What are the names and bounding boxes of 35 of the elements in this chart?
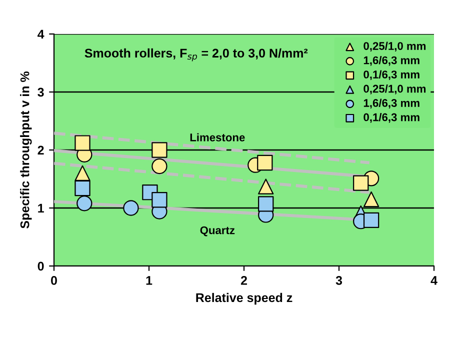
x-tick-label: 2 — [240, 276, 247, 285]
point — [74, 180, 90, 196]
point — [152, 142, 168, 158]
point — [152, 158, 168, 174]
point — [74, 135, 90, 151]
legend-label: 0,1/6,3 mm — [364, 113, 420, 123]
point — [123, 200, 139, 216]
y-tick-label: 1 — [38, 204, 44, 213]
x-tick-label: 4 — [430, 276, 438, 285]
point — [258, 196, 274, 212]
x-tick-label: 3 — [336, 276, 342, 285]
point — [363, 191, 380, 208]
legend-label: 0,25/1,0 mm — [364, 84, 426, 94]
y-tick-label: 2 — [38, 146, 44, 155]
legend-label: 1,6/6,3 mm — [364, 56, 420, 66]
legend-label: 1,6/6,3 mm — [364, 98, 420, 109]
annotation: Limestone — [190, 133, 245, 142]
point — [152, 192, 168, 208]
point — [76, 196, 92, 212]
text: Smooth rollers, F$_{sp}$ = 2,0 to 3,0 N/mm² — [84, 48, 308, 62]
y-tick-label: 0 — [38, 262, 44, 271]
point — [258, 178, 274, 194]
point — [257, 154, 273, 171]
x-tick-label: 0 — [51, 276, 57, 285]
point — [353, 175, 369, 191]
x-tick-label: 1 — [146, 276, 152, 285]
annotation: Quartz — [200, 226, 235, 236]
point — [74, 165, 90, 182]
legend-label: 0,25/1,0 mm — [364, 42, 426, 52]
y-tick-label: 4 — [38, 30, 44, 39]
legend-label: 0,1/6,3 mm — [364, 70, 420, 80]
point — [363, 212, 380, 228]
x-axis-title: Relative speed z — [196, 292, 292, 305]
y-tick-label: 3 — [38, 88, 44, 97]
y-axis-title: Specific throughput v in % — [20, 72, 32, 228]
